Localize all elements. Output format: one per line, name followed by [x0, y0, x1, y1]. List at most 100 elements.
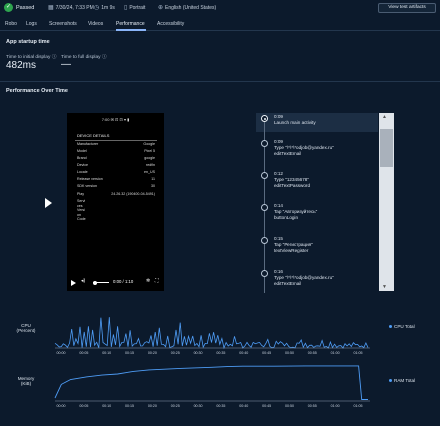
x-tick-label: 00:05	[79, 351, 88, 355]
status-label: Passed	[16, 4, 35, 11]
initial-display-value: 482ms	[6, 60, 37, 71]
x-tick-label: 00:15	[125, 404, 134, 408]
play-icon[interactable]	[71, 280, 76, 286]
x-tick-label: 00:50	[285, 404, 294, 408]
settings-icon[interactable]: ✲	[146, 278, 151, 284]
memory-chart: 00:00 00:05 00:10 00:15 00:20 00:25 00:30 00:35…	[54, 365, 370, 408]
x-tick-label: 00:40	[239, 351, 248, 355]
center-play-icon[interactable]	[45, 198, 52, 208]
timeline-step[interactable]: 0:09 Type "\*\*\*odjob@yandex.ru" editText…	[274, 139, 334, 157]
x-tick-label: 00:55	[308, 351, 317, 355]
tab-robo[interactable]: Robo	[5, 21, 17, 27]
timeline-step[interactable]: 0:09 Launch main activity	[274, 114, 316, 126]
phone-status-bar: 7:00 ✉ ⊡ ⊡ ▾ ▮	[101, 117, 130, 122]
full-display-label: Time to full display ⓘ	[61, 55, 107, 60]
info-row: Brand google	[77, 156, 155, 160]
timeline-dot[interactable]	[261, 237, 268, 244]
memory-legend: RAM Total	[389, 378, 415, 383]
orientation-text: Portrait	[129, 4, 146, 11]
video-controls: ◂) 0:00 / 1:10 ✲ ⛶	[67, 276, 164, 291]
fullscreen-icon[interactable]: ⛶	[155, 278, 159, 284]
x-tick-label: 00:30	[194, 404, 203, 408]
x-tick-label: 01:00	[331, 404, 340, 408]
volume-icon[interactable]: ◂)	[81, 278, 86, 284]
timeline-dot[interactable]	[261, 172, 268, 179]
status-badge: ✓ Passed	[4, 3, 34, 12]
info-icon[interactable]: ⓘ	[51, 55, 57, 60]
legend-dot-icon	[389, 379, 392, 382]
timeline-dot[interactable]	[261, 140, 268, 147]
startup-title: App startup time	[6, 39, 50, 45]
scroll-down-icon[interactable]: ▼	[382, 284, 387, 290]
x-tick-label: 00:25	[171, 351, 180, 355]
active-tab-indicator	[116, 29, 146, 31]
device-details-header: DEVICE DETAILS	[75, 131, 157, 141]
x-tick-label: 00:40	[239, 404, 248, 408]
view-test-artifacts-button[interactable]: View test artifacts	[378, 3, 436, 13]
x-tick-label: 00:50	[285, 351, 294, 355]
phone-icon: ▯	[124, 5, 128, 11]
legend-dot-icon	[389, 325, 392, 328]
x-tick-label: 01:00	[331, 351, 340, 355]
x-tick-label: 01:05	[354, 404, 363, 408]
date-text: 7/30/24, 7:33 PM	[55, 4, 94, 11]
timeline-dot[interactable]	[261, 204, 268, 211]
info-row: Play 24.26.32 (190400-04-5491)	[77, 192, 155, 196]
timeline-dot-active[interactable]	[261, 115, 268, 122]
locale-text: English (United States)	[165, 4, 217, 11]
full-display-value: —	[61, 59, 71, 70]
clock-icon: ◷	[94, 5, 100, 11]
x-tick-label: 00:15	[125, 351, 134, 355]
timeline-dot[interactable]	[261, 270, 268, 277]
info-row: Manufacturer Google	[77, 142, 155, 146]
top-bar: ✓ Passed ▦ 7/30/24, 7:33 PM ◷ 1m 9s ▯ Po…	[0, 0, 440, 16]
section-divider	[0, 81, 440, 82]
timeline-step[interactable]: 0:12 Type "12345678" editTextPassword	[274, 171, 311, 189]
timeline-step[interactable]: 0:14 Tap "Авторизуйтесь" buttonLogin	[274, 203, 318, 221]
scrollbar-thumb[interactable]	[380, 129, 393, 167]
cpu-chart: 00:00 00:05 00:10 00:15 00:20 00:25 00:30 00:35…	[54, 317, 370, 355]
cpu-series-line	[54, 317, 369, 350]
cpu-legend: CPU Total	[389, 324, 415, 329]
volume-slider[interactable]	[93, 282, 109, 283]
x-tick-label: 00:25	[171, 404, 180, 408]
date-meta: ▦ 7/30/24, 7:33 PM	[48, 4, 94, 12]
slider-knob[interactable]	[93, 280, 97, 285]
info-row: Device redfin	[77, 163, 155, 167]
calendar-icon: ▦	[48, 5, 54, 11]
info-row: Model Pixel 5	[77, 149, 155, 153]
check-icon: ✓	[4, 3, 13, 12]
x-tick-label: 00:30	[194, 351, 203, 355]
video-time: 0:00 / 1:10	[113, 279, 134, 284]
x-tick-label: 00:55	[308, 404, 317, 408]
x-tick-label: 00:20	[148, 404, 157, 408]
info-row: Release version 11	[77, 177, 155, 181]
performance-title: Performance Over Time	[6, 88, 68, 94]
tab-accessibility[interactable]: Accessibility	[157, 21, 185, 27]
duration-meta: ◷ 1m 9s	[94, 4, 115, 12]
tab-videos[interactable]: Videos	[88, 21, 104, 27]
tab-screenshots[interactable]: Screenshots	[49, 21, 77, 27]
scroll-up-icon[interactable]: ▲	[382, 114, 387, 120]
x-tick-label: 00:10	[102, 351, 111, 355]
initial-display-label: Time to initial display ⓘ	[6, 55, 57, 60]
duration-text: 1m 9s	[101, 4, 115, 11]
tab-performance[interactable]: Performance	[116, 21, 145, 27]
timeline-step[interactable]: 0:16 Type "\*\*\*odjob@yandex.ru" editText…	[274, 269, 334, 287]
video-player[interactable]: 7:00 ✉ ⊡ ⊡ ▾ ▮ DEVICE DETAILS Manufactur…	[67, 113, 164, 291]
x-tick-label: 00:45	[262, 351, 271, 355]
memory-y-label: Memory (KiB)	[17, 376, 35, 386]
play-services-lines: Servi ces Versi on Code	[77, 199, 86, 222]
info-icon[interactable]: ⓘ	[101, 55, 107, 60]
timeline-step[interactable]: 0:15 Tap "Регистрация" textViewRegister	[274, 236, 313, 254]
x-tick-label: 00:45	[262, 404, 271, 408]
globe-icon: ⊕	[158, 5, 164, 11]
active-step-highlight	[256, 113, 378, 132]
x-tick-label: 00:35	[216, 351, 225, 355]
action-timeline: 0:09 Launch main activity 0:09 Type "\*\*\…	[256, 113, 378, 293]
x-tick-label: 00:05	[79, 404, 88, 408]
tab-logs[interactable]: Logs	[26, 21, 37, 27]
tab-bar: Robo Logs Screenshots Videos Performance…	[0, 18, 440, 31]
x-tick-label: 00:00	[57, 404, 66, 408]
locale-meta: ⊕ English (United States)	[158, 4, 217, 12]
